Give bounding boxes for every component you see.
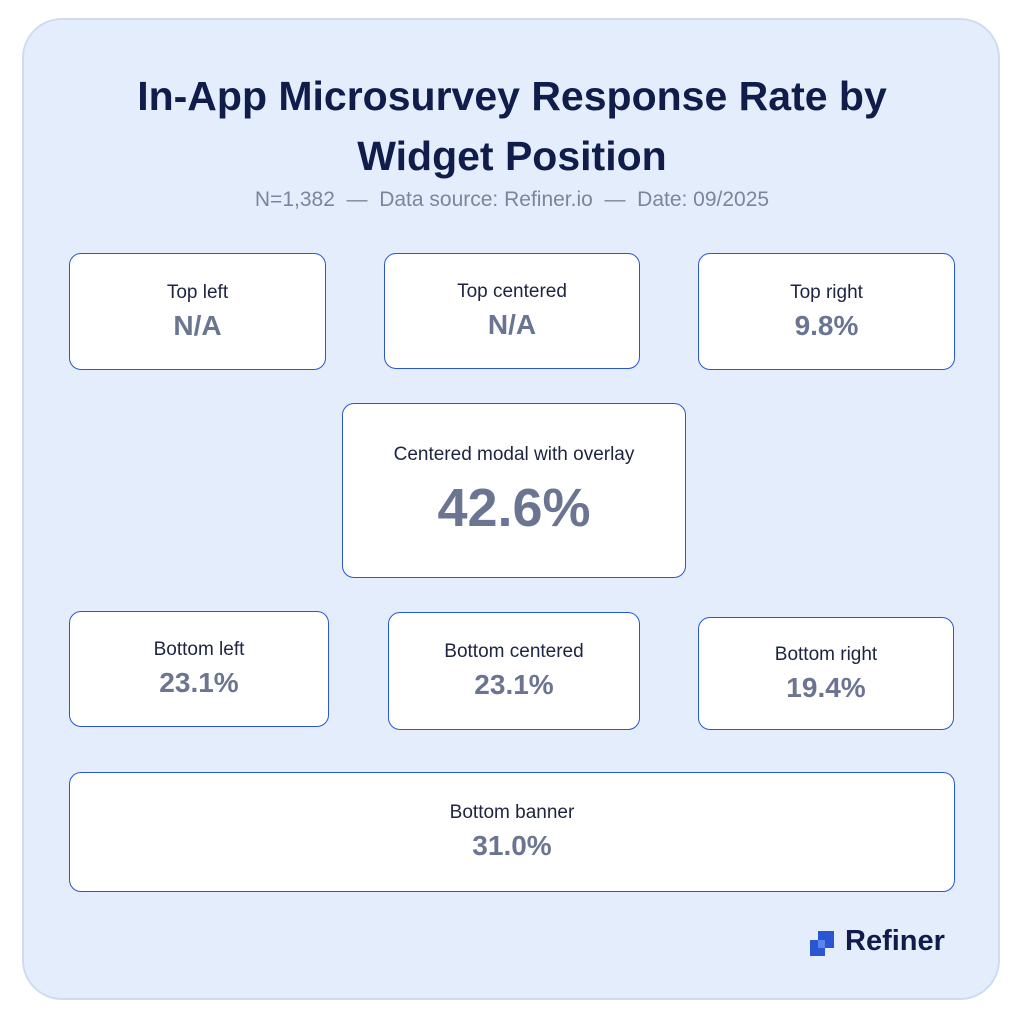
position-box: Top centered N/A: [384, 253, 640, 369]
position-label: Bottom centered: [444, 641, 584, 662]
position-label: Bottom left: [153, 639, 245, 660]
position-value: N/A: [487, 309, 537, 340]
brand: Refiner: [845, 925, 945, 957]
position-value: 9.8%: [794, 309, 859, 341]
position-box: Centered modal with overlay 42.6%: [342, 403, 686, 578]
position-label: Top centered: [457, 281, 567, 302]
position-box: Top right 9.8%: [698, 253, 955, 370]
position-value: N/A: [173, 309, 222, 341]
subtitle: N=1,382 — Data source: Refiner.io — Date…: [254, 188, 770, 211]
position-box: Bottom banner 31.0%: [69, 772, 955, 892]
position-value: 23.1%: [159, 667, 239, 698]
position-box: Top left N/A: [69, 253, 326, 370]
position-label: Top left: [166, 281, 229, 303]
position-label: Top right: [790, 281, 863, 303]
position-value: 19.4%: [786, 671, 866, 703]
logo-icon: [810, 931, 834, 956]
position-box: Bottom centered 23.1%: [388, 612, 640, 730]
position-box: Bottom left 23.1%: [69, 611, 329, 727]
position-value: 23.1%: [474, 669, 554, 700]
position-box: Bottom right 19.4%: [698, 617, 954, 730]
position-label: Centered modal with overlay: [393, 443, 635, 465]
title: In-App Microsurvey Response Rate by Widg…: [137, 73, 887, 179]
position-value: 31.0%: [472, 830, 552, 861]
position-value: 42.6%: [437, 477, 591, 538]
position-label: Bottom right: [774, 643, 878, 665]
position-label: Bottom banner: [449, 802, 575, 823]
